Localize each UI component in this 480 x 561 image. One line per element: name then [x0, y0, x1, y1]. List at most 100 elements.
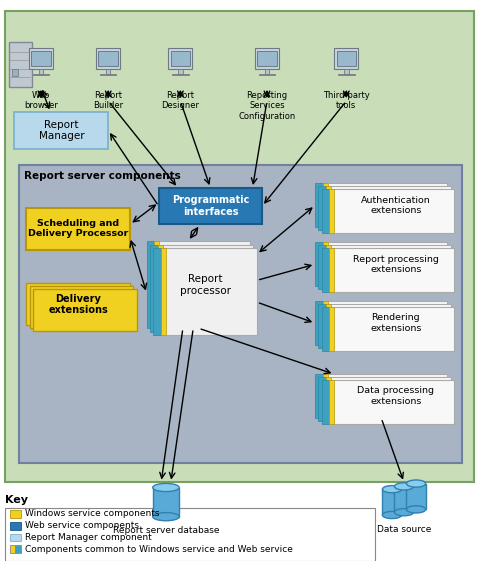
Bar — [10, 545, 15, 553]
Bar — [161, 248, 166, 335]
Ellipse shape — [394, 483, 413, 490]
Bar — [157, 245, 162, 332]
Bar — [314, 183, 446, 227]
Bar — [325, 245, 330, 289]
Bar — [314, 242, 322, 286]
Text: Delivery
extensions: Delivery extensions — [48, 293, 108, 315]
Bar — [322, 301, 327, 345]
Ellipse shape — [152, 484, 179, 491]
Bar — [318, 245, 325, 289]
Text: Authentication
extensions: Authentication extensions — [360, 196, 430, 215]
Bar — [314, 183, 322, 227]
Bar — [150, 245, 157, 332]
Bar — [321, 380, 329, 424]
Ellipse shape — [406, 480, 425, 487]
Text: Report processing
extensions: Report processing extensions — [352, 255, 438, 274]
Text: Report
processor: Report processor — [180, 274, 231, 296]
Bar — [337, 73, 354, 75]
Bar — [314, 242, 446, 286]
Bar — [152, 488, 179, 517]
Bar — [321, 248, 453, 292]
Bar — [31, 51, 50, 66]
Bar — [394, 486, 413, 512]
Bar — [257, 51, 276, 66]
Bar — [26, 208, 130, 250]
Bar — [329, 307, 334, 351]
Bar — [318, 186, 325, 230]
Bar — [15, 545, 21, 553]
Ellipse shape — [382, 486, 401, 493]
Bar — [322, 374, 327, 418]
Ellipse shape — [406, 506, 425, 513]
Bar — [318, 377, 325, 421]
Text: Report
Manager: Report Manager — [38, 119, 84, 141]
Bar — [254, 48, 278, 70]
Bar — [5, 11, 473, 482]
Bar — [325, 304, 330, 348]
Text: Data processing
extensions: Data processing extensions — [357, 387, 433, 406]
Bar — [146, 241, 250, 328]
Bar — [322, 183, 327, 227]
Bar — [30, 286, 133, 328]
Bar — [325, 377, 330, 421]
Bar — [336, 51, 355, 66]
Bar — [33, 289, 136, 331]
Bar — [158, 188, 262, 224]
Text: Third-party
tools: Third-party tools — [322, 91, 369, 111]
Bar — [318, 304, 325, 348]
Bar — [29, 48, 53, 70]
Bar — [321, 189, 453, 233]
Text: Web service components: Web service components — [25, 521, 139, 530]
Bar — [321, 307, 453, 351]
Bar — [106, 70, 110, 74]
Bar — [325, 186, 330, 230]
Bar — [10, 510, 21, 518]
Bar — [150, 245, 253, 332]
Bar — [12, 69, 18, 76]
Text: Programmatic
interfaces: Programmatic interfaces — [171, 195, 249, 217]
Bar — [329, 189, 334, 233]
Bar — [172, 73, 188, 75]
Bar — [329, 248, 334, 292]
Bar — [153, 248, 256, 335]
Bar — [96, 48, 120, 70]
Bar — [264, 70, 269, 74]
Text: Reporting
Services
Configuration: Reporting Services Configuration — [238, 91, 295, 121]
Text: Report server components: Report server components — [24, 171, 180, 181]
Bar — [321, 189, 329, 233]
Bar — [314, 301, 446, 345]
Bar — [5, 508, 374, 561]
Text: Report
Builder: Report Builder — [93, 91, 123, 111]
Bar — [406, 484, 425, 509]
Bar — [321, 307, 329, 351]
Bar — [170, 51, 190, 66]
Text: Windows service components: Windows service components — [25, 509, 159, 518]
Bar — [334, 48, 358, 70]
Bar — [38, 70, 43, 74]
Bar — [19, 165, 461, 463]
Text: Report server database: Report server database — [112, 526, 219, 535]
Bar — [98, 51, 118, 66]
Bar — [321, 380, 453, 424]
Text: Components common to Windows service and Web service: Components common to Windows service and… — [25, 545, 292, 554]
Bar — [9, 42, 32, 87]
Bar — [146, 241, 154, 328]
Bar — [318, 245, 450, 289]
Bar — [258, 73, 275, 75]
Ellipse shape — [152, 513, 179, 521]
Bar — [153, 248, 161, 335]
Bar — [178, 70, 182, 74]
Bar — [343, 70, 348, 74]
Bar — [314, 374, 446, 418]
Text: Scheduling and
Delivery Processor: Scheduling and Delivery Processor — [28, 219, 128, 238]
Bar — [382, 489, 401, 515]
Text: Key: Key — [5, 495, 28, 505]
Ellipse shape — [394, 509, 413, 516]
Text: Web
browser: Web browser — [24, 91, 58, 111]
Bar — [318, 377, 450, 421]
Bar — [168, 48, 192, 70]
Bar — [321, 248, 329, 292]
Bar — [33, 73, 49, 75]
Bar — [318, 304, 450, 348]
Bar — [154, 241, 159, 328]
